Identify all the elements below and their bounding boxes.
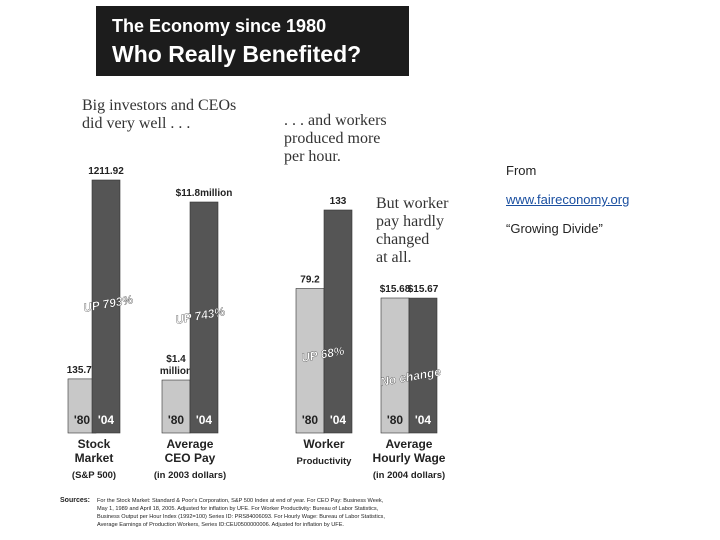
year-tick-label: '80 [387,413,404,427]
bar-2004 [189,201,219,434]
aside-line2: pay hardly [376,213,444,230]
header-line2: Who Really Benefited? [112,41,361,67]
value-label: $15.67 [408,284,439,295]
value-label: $1.4 [166,354,186,365]
bar-1980 [161,379,191,434]
aside-line1: But worker [376,195,449,212]
value-label: 79.2 [300,274,320,285]
chart-subtitle: (in 2003 dollars) [154,470,226,481]
intro-mid-line3: per hour. [284,148,341,165]
value-label: $15.68 [380,284,411,295]
sources-line-3: Business Output per Hour Index (1992=100… [97,514,385,520]
year-tick-label: '04 [98,413,115,427]
chart-title: Stock [78,437,111,451]
side-from-label: From [506,163,537,178]
bar-1980 [67,378,97,434]
chart-subtitle: Productivity [297,456,353,467]
header-banner [96,6,409,76]
sources-line-4: Average Earnings of Production Workers, … [97,522,344,528]
sources-line-2: May 1, 1989 and April 18, 2005. Adjusted… [97,506,379,512]
sources-line-1: For the Stock Market: Standard & Poor's … [97,498,384,504]
year-tick-label: '04 [330,413,347,427]
value-label: 135.76 [67,365,98,376]
year-tick-label: '80 [74,413,91,427]
intro-mid-line1: . . . and workers [284,112,387,129]
chart-subtitle: (S&P 500) [72,470,116,481]
year-tick-label: '80 [168,413,185,427]
value-label: 133 [330,196,347,207]
value-label-unit: million [160,366,192,377]
aside-line3: changed [376,231,429,248]
intro-left-line1: Big investors and CEOs [82,97,236,114]
chart-title: CEO Pay [165,451,216,465]
chart-title: Average [386,437,433,451]
header-line1: The Economy since 1980 [112,16,326,36]
intro-mid-line2: produced more [284,130,380,147]
aside-line4: at all. [376,249,412,266]
sources-label: Sources: [60,497,90,504]
bar-2004 [323,209,353,434]
chart-subtitle: (in 2004 dollars) [373,470,445,481]
year-tick-label: '04 [415,413,432,427]
chart-title: Average [167,437,214,451]
side-link[interactable]: www.faireconomy.org [506,192,630,207]
year-tick-label: '80 [302,413,319,427]
chart-title: Market [75,451,114,465]
bar-2004 [91,179,121,434]
chart-title: Hourly Wage [373,451,446,465]
chart-title: Worker [303,437,344,451]
bar-1980 [295,288,325,434]
year-tick-label: '04 [196,413,213,427]
side-quote: “Growing Divide” [506,221,603,236]
intro-left-line2: did very well . . . [82,115,190,132]
value-label: $11.8million [176,188,233,199]
value-label: 1211.92 [88,166,124,177]
bar-2004 [408,297,438,434]
